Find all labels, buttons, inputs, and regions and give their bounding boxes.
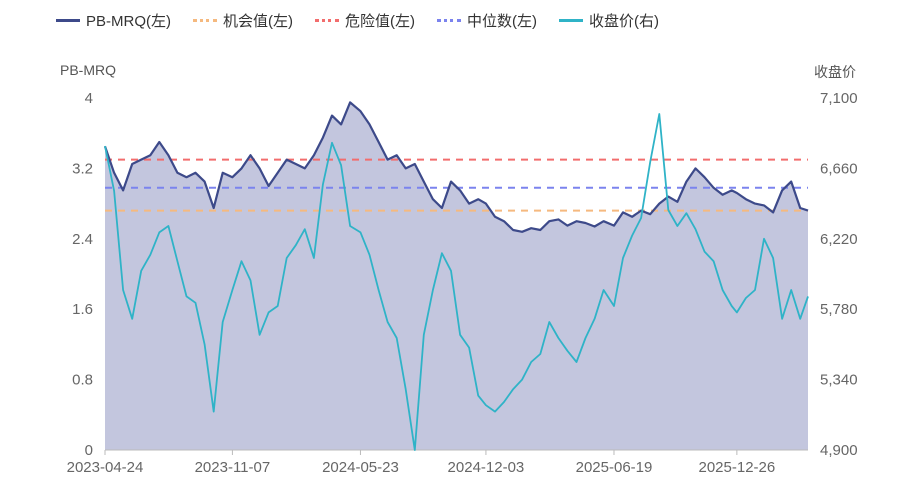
legend-label-median: 中位数(左) — [467, 12, 537, 30]
close-price-line — [104, 113, 809, 451]
pb-area — [105, 102, 808, 451]
left-tick-label: 1.6 — [72, 301, 93, 318]
legend: PB-MRQ(左) 机会值(左) 危险值(左) 中位数(左) 收盘价(右) — [56, 8, 659, 32]
x-tick-label: 2023-04-24 — [67, 459, 144, 476]
right-tick-label: 4,900 — [820, 442, 858, 459]
right-tick-label: 6,660 — [820, 160, 858, 177]
x-tick-label: 2025-06-19 — [576, 459, 653, 476]
legend-label-opportunity: 机会值(左) — [223, 12, 293, 30]
left-tick-label: 2.4 — [72, 231, 93, 248]
right-tick-label: 6,220 — [820, 231, 858, 248]
right-tick-label: 5,340 — [820, 372, 858, 389]
x-tick-label: 2025-12-26 — [698, 459, 775, 476]
legend-item-close[interactable]: 收盘价(右) — [559, 10, 659, 31]
left-tick-label: 0 — [85, 442, 93, 459]
x-tick-label: 2024-12-03 — [448, 459, 525, 476]
legend-swatch-pb — [56, 18, 80, 22]
legend-label-close: 收盘价(右) — [589, 12, 659, 30]
x-tick-label: 2024-05-23 — [322, 459, 399, 476]
legend-item-opportunity[interactable]: 机会值(左) — [193, 10, 293, 31]
right-axis-title: 收盘价 — [814, 64, 856, 80]
legend-swatch-median — [437, 18, 461, 22]
x-tick-label: 2023-11-07 — [195, 459, 271, 476]
legend-label-danger: 危险值(左) — [345, 12, 415, 30]
legend-swatch-opportunity — [193, 18, 217, 22]
legend-item-pb[interactable]: PB-MRQ(左) — [56, 10, 171, 31]
legend-label-pb: PB-MRQ(左) — [86, 12, 171, 30]
legend-item-median[interactable]: 中位数(左) — [437, 10, 537, 31]
pb-line — [103, 101, 809, 233]
left-axis-title: PB-MRQ — [60, 62, 116, 78]
left-tick-label: 3.2 — [72, 160, 93, 177]
legend-swatch-close — [559, 18, 583, 22]
legend-swatch-danger — [315, 18, 339, 22]
right-tick-label: 5,780 — [820, 301, 858, 318]
left-tick-label: 0.8 — [72, 372, 93, 389]
left-tick-label: 4 — [85, 90, 93, 107]
legend-item-danger[interactable]: 危险值(左) — [315, 10, 415, 31]
right-tick-label: 7,100 — [820, 90, 858, 107]
